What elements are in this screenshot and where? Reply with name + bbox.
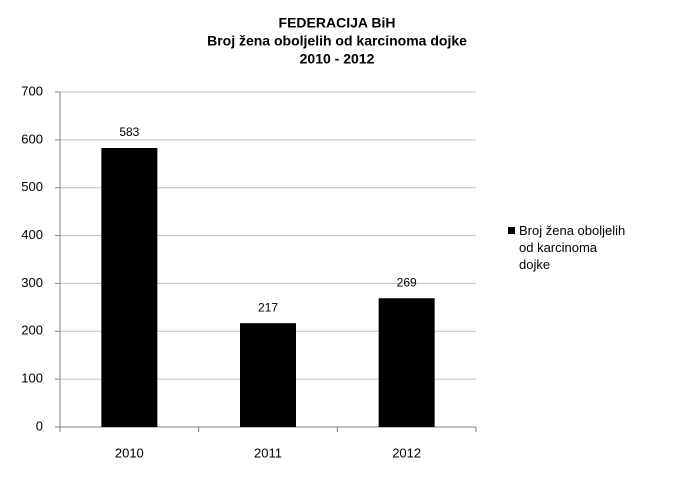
data-label: 583 <box>119 125 139 139</box>
y-tick-label: 400 <box>21 227 43 242</box>
x-tick-label: 2010 <box>115 445 144 460</box>
legend-swatch <box>508 227 515 234</box>
data-label: 217 <box>258 300 278 314</box>
legend-label: Broj žena oboljelih od karcinoma dojke <box>519 223 626 272</box>
bar <box>378 298 435 427</box>
y-tick-label: 0 <box>36 418 43 433</box>
y-tick-label: 200 <box>21 323 43 338</box>
y-tick-label: 600 <box>21 131 43 146</box>
chart-title: Broj žena oboljelih od karcinoma dojke <box>207 33 467 49</box>
bar <box>240 323 296 427</box>
y-tick-label: 300 <box>21 275 43 290</box>
chart-title: 2010 - 2012 <box>300 51 375 67</box>
x-tick-label: 2012 <box>392 445 421 460</box>
bar <box>101 147 158 427</box>
x-tick-label: 2011 <box>254 445 282 460</box>
chart-title: FEDERACIJA BiH <box>279 15 396 31</box>
legend: Broj žena oboljelih od karcinoma dojke <box>506 222 626 273</box>
y-tick-label: 700 <box>21 83 43 98</box>
data-label: 269 <box>397 275 417 289</box>
y-tick-label: 500 <box>21 179 43 194</box>
y-tick-label: 100 <box>21 371 43 386</box>
